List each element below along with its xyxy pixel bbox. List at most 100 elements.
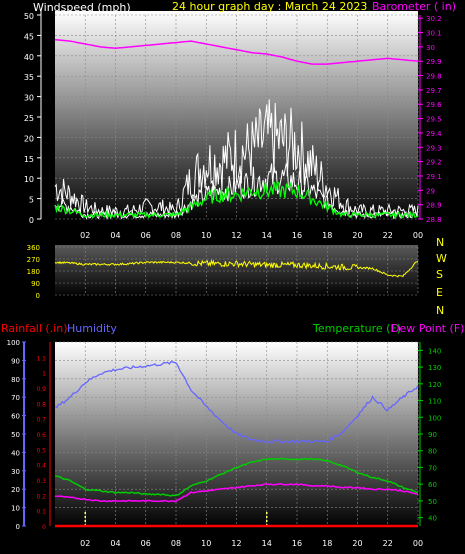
rain-tick-label: 0.5 bbox=[36, 447, 46, 454]
humidity-tick-label: 50 bbox=[11, 431, 20, 439]
temperature-tick-label: 130 bbox=[428, 364, 441, 372]
temperature-tick-label: 80 bbox=[428, 448, 437, 456]
temp-x-tick-label: 12 bbox=[231, 539, 241, 548]
humidity-tick-label: 100 bbox=[7, 339, 20, 347]
wind-x-tick-label: 12 bbox=[231, 231, 241, 240]
temp-x-tick-label: 04 bbox=[110, 539, 120, 548]
wind-x-tick-label: 08 bbox=[171, 231, 181, 240]
temp-x-tick-label: 14 bbox=[262, 539, 272, 548]
rain-tick-label: 1.1 bbox=[36, 355, 46, 362]
temperature-tick-label: 50 bbox=[428, 498, 437, 506]
temp-x-tick-label: 20 bbox=[352, 539, 362, 548]
humidity-tick-label: 20 bbox=[11, 486, 20, 494]
wind-tick-label: 5 bbox=[29, 196, 34, 205]
compass-label: E bbox=[436, 286, 443, 299]
temp-x-tick-label: 18 bbox=[322, 539, 332, 548]
wind-x-tick-label: 06 bbox=[141, 231, 151, 240]
compass-label: W bbox=[436, 252, 447, 265]
humidity-line bbox=[54, 360, 419, 444]
rain-tick-label: 0 bbox=[42, 524, 46, 531]
direction-tick-label: 90 bbox=[31, 280, 40, 288]
rain-tick-label: 0.2 bbox=[36, 493, 46, 500]
barometer-tick-label: 29.3 bbox=[426, 144, 442, 152]
wind-axis-label: Windspeed (mph) bbox=[33, 1, 131, 14]
humidity-tick-label: 90 bbox=[11, 357, 20, 365]
wind-x-tick-label: 10 bbox=[201, 231, 211, 240]
grid-layer bbox=[55, 14, 419, 527]
temp-x-tick-label: 06 bbox=[141, 539, 151, 548]
humidity-tick-label: 80 bbox=[11, 376, 20, 384]
temperature-tick-label: 90 bbox=[428, 431, 437, 439]
temperature-line bbox=[54, 457, 419, 497]
temperature-tick-label: 110 bbox=[428, 398, 441, 406]
barometer-tick-label: 29.5 bbox=[426, 116, 442, 124]
barometer-line bbox=[54, 38, 419, 65]
rain-tick-label: 0.8 bbox=[36, 401, 46, 408]
rainfall-axis-label: Rainfall (.in) bbox=[1, 322, 68, 335]
wind-x-tick-label: 02 bbox=[80, 231, 90, 240]
wind-x-tick-label: 18 bbox=[322, 231, 332, 240]
compass-label: S bbox=[436, 268, 443, 281]
temperature-tick-label: 120 bbox=[428, 381, 441, 389]
temp-x-tick-label: 10 bbox=[201, 539, 211, 548]
rain-tick-label: 0.6 bbox=[36, 432, 46, 439]
rain-tick-label: 1 bbox=[42, 371, 46, 378]
direction-tick-label: 270 bbox=[27, 256, 40, 264]
temp-x-tick-label: 22 bbox=[383, 539, 393, 548]
direction-tick-label: 360 bbox=[27, 244, 40, 252]
wind-tick-label: 45 bbox=[24, 32, 34, 41]
wind-tick-label: 50 bbox=[24, 12, 34, 21]
barometer-tick-label: 29.8 bbox=[426, 73, 442, 81]
wind-tick-label: 40 bbox=[24, 53, 34, 62]
temp-x-tick-label: 16 bbox=[292, 539, 302, 548]
wind-tick-label: 10 bbox=[24, 175, 34, 184]
wind-average-line bbox=[54, 180, 419, 220]
barometer-tick-label: 28.9 bbox=[426, 202, 442, 210]
barometer-tick-label: 29.7 bbox=[426, 87, 442, 95]
wind-x-tick-label: 00 bbox=[413, 231, 423, 240]
rain-tick-label: 0.9 bbox=[36, 386, 46, 393]
humidity-tick-label: 70 bbox=[11, 394, 20, 402]
wind-x-tick-label: 14 bbox=[262, 231, 272, 240]
wind-direction-line bbox=[54, 258, 419, 278]
wind-tick-label: 25 bbox=[24, 114, 34, 123]
wind-x-tick-label: 20 bbox=[352, 231, 362, 240]
temperature-tick-label: 100 bbox=[428, 414, 441, 422]
wind-tick-label: 15 bbox=[24, 155, 34, 164]
wind-tick-label: 20 bbox=[24, 134, 34, 143]
direction-tick-label: 180 bbox=[27, 268, 40, 276]
humidity-tick-label: 60 bbox=[11, 413, 20, 421]
temp-x-tick-label: 08 bbox=[171, 539, 181, 548]
compass-label: N bbox=[436, 236, 444, 249]
barometer-axis-label: Barometer ( in) bbox=[372, 0, 456, 13]
wind-tick-label: 0 bbox=[29, 216, 34, 225]
direction-tick-label: 0 bbox=[36, 292, 40, 300]
barometer-tick-label: 30 bbox=[426, 44, 435, 52]
rain-tick-label: 0.7 bbox=[36, 417, 46, 424]
rain-tick-label: 0.3 bbox=[36, 478, 46, 485]
barometer-tick-label: 29.9 bbox=[426, 58, 442, 66]
rain-tick-label: 0.4 bbox=[36, 463, 46, 470]
series-layer bbox=[54, 38, 419, 528]
wind-x-tick-label: 04 bbox=[110, 231, 120, 240]
barometer-tick-label: 29 bbox=[426, 187, 435, 195]
axis-layer: 0510152025303540455028.828.92929.129.229… bbox=[7, 10, 447, 548]
humidity-tick-label: 40 bbox=[11, 449, 20, 457]
humidity-tick-label: 10 bbox=[11, 505, 20, 513]
chart-title: 24 hour graph day : March 24 2023 bbox=[172, 0, 367, 13]
temperature-tick-label: 40 bbox=[428, 515, 437, 523]
barometer-tick-label: 30.1 bbox=[426, 30, 442, 38]
temperature-tick-label: 60 bbox=[428, 481, 437, 489]
humidity-tick-label: 30 bbox=[11, 468, 20, 476]
temperature-axis-label: Temperature (F) bbox=[312, 322, 401, 335]
temp-x-tick-label: 00 bbox=[413, 539, 423, 548]
barometer-tick-label: 29.2 bbox=[426, 159, 442, 167]
barometer-tick-label: 29.4 bbox=[426, 130, 442, 138]
temperature-tick-label: 140 bbox=[428, 347, 441, 355]
temp-x-tick-label: 02 bbox=[80, 539, 90, 548]
barometer-tick-label: 29.6 bbox=[426, 101, 442, 109]
rain-tick-label: 0.1 bbox=[36, 509, 46, 516]
humidity-axis-label: Humidity bbox=[67, 322, 117, 335]
humidity-tick-label: 0 bbox=[16, 523, 20, 531]
